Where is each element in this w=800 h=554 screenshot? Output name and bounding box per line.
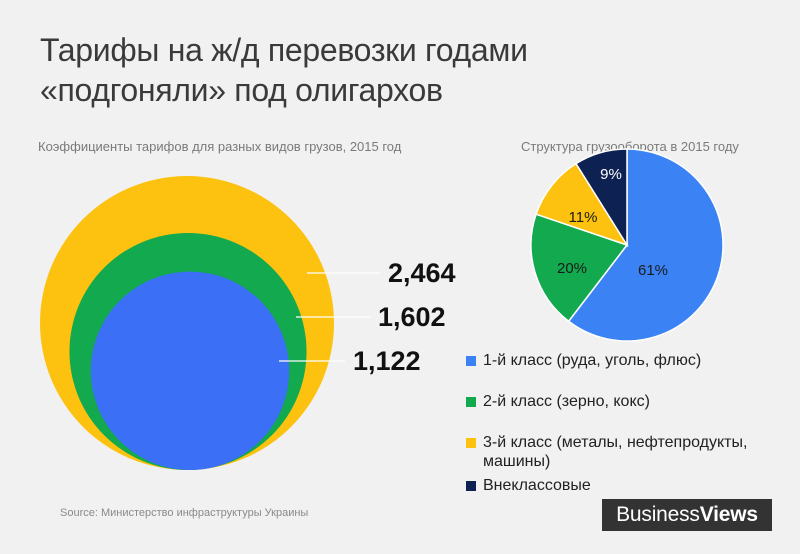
pie-slice-1 (567, 148, 724, 342)
bubble-value-label-2: 1,602 (378, 302, 446, 332)
legend-item-class-3: 3-й класс (металы, нефтепродукты, машины… (466, 433, 796, 471)
pie-value-label-3: 11% (569, 209, 598, 226)
pie-legend: 1-й класс (руда, уголь, флюс) 2-й класс … (466, 351, 796, 495)
pie-chart-subtitle: Структура грузооборота в 2015 году (521, 139, 739, 154)
pie-value-label-2: 20% (557, 260, 587, 277)
pie-slice-2 (530, 213, 629, 323)
legend-label: 1-й класс (руда, уголь, флюс) (483, 352, 702, 369)
bubble-value-label-3: 1,122 (353, 346, 421, 376)
title-line-1: Тарифы на ж/д перевозки годами (40, 32, 528, 68)
pie-value-label-4: 9% (600, 166, 622, 183)
page-title: Тарифы на ж/д перевозки годами «подгонял… (40, 30, 528, 110)
legend-item-non-class: Внеклассовые (466, 476, 796, 495)
bubble-3 (90, 271, 290, 470)
legend-item-class-2: 2-й класс (зерно, кокс) (466, 392, 796, 411)
logo-part-1: Business (616, 503, 700, 526)
legend-swatch-icon (466, 438, 476, 448)
brand-logo: BusinessViews (602, 499, 772, 531)
title-line-2: «подгоняли» под олигархов (40, 72, 443, 108)
legend-label: 2-й класс (зерно, кокс) (483, 393, 650, 410)
legend-swatch-icon (466, 481, 476, 491)
source-note: Source: Министерство инфраструктуры Укра… (60, 507, 309, 519)
bubble-value-label-1: 2,464 (388, 258, 456, 288)
legend-label: Внеклассовые (483, 477, 591, 494)
logo-part-2: Views (699, 503, 758, 526)
legend-label: 3-й класс (металы, нефтепродукты, машины… (483, 434, 748, 470)
bubble-chart-subtitle: Коэффициенты тарифов для разных видов гр… (38, 139, 402, 154)
legend-item-class-1: 1-й класс (руда, уголь, флюс) (466, 351, 796, 370)
pie-slice-4 (574, 148, 628, 248)
pie-value-label-1: 61% (638, 262, 668, 279)
pie-slice-3 (535, 162, 629, 247)
legend-swatch-icon (466, 356, 476, 366)
legend-swatch-icon (466, 397, 476, 407)
